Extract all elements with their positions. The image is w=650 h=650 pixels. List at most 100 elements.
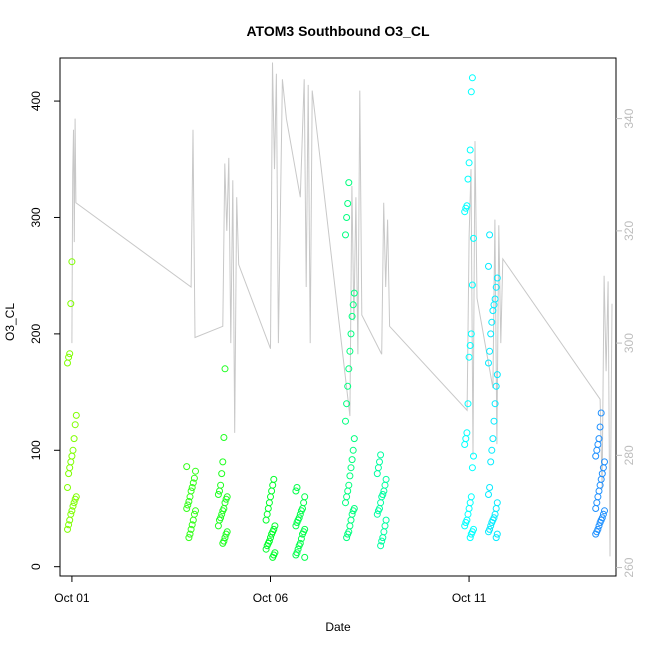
data-point <box>217 481 225 489</box>
data-point <box>468 464 476 472</box>
data-point <box>470 234 477 242</box>
data-point <box>466 342 474 349</box>
data-point <box>294 545 302 553</box>
data-point <box>345 365 353 373</box>
data-point <box>467 493 475 501</box>
data-point <box>301 553 309 561</box>
data-point <box>220 434 228 441</box>
data-point <box>65 521 73 529</box>
data-point <box>268 487 276 495</box>
data-point <box>381 481 389 489</box>
data-point <box>468 74 476 82</box>
data-point <box>377 499 385 507</box>
data-point <box>64 359 71 367</box>
data-point <box>465 505 473 512</box>
data-point <box>594 493 602 501</box>
data-point <box>184 501 192 509</box>
data-point <box>592 505 600 512</box>
data-point <box>349 446 357 454</box>
data-point <box>487 330 495 338</box>
data-point <box>487 458 495 466</box>
data-point <box>491 510 499 518</box>
data-point <box>185 498 193 505</box>
data-point <box>345 481 353 489</box>
data-point <box>595 435 603 443</box>
data-point <box>71 421 79 429</box>
data-point <box>66 464 74 472</box>
data-point <box>377 542 385 550</box>
data-point <box>214 522 222 530</box>
data-point <box>462 435 470 443</box>
data-point <box>461 441 469 448</box>
y-tick-label: 100 <box>29 440 43 460</box>
data-point <box>377 451 385 459</box>
data-point <box>344 487 352 495</box>
y2-tick-label: 300 <box>622 333 636 353</box>
data-point <box>488 446 496 454</box>
data-point <box>596 423 604 431</box>
data-point <box>598 514 606 522</box>
data-point <box>465 353 473 361</box>
data-point <box>271 549 279 557</box>
data-point <box>300 499 308 507</box>
data-point <box>347 464 355 472</box>
data-point <box>349 301 357 309</box>
data-point <box>67 510 75 518</box>
data-point <box>271 522 279 530</box>
data-point <box>470 452 477 460</box>
data-point <box>493 499 501 507</box>
data-point <box>223 528 231 536</box>
data-point <box>221 534 229 542</box>
data-point <box>186 530 194 538</box>
data-point <box>597 475 605 483</box>
chart-title: ATOM3 Southbound O3_CL <box>246 23 429 39</box>
data-point <box>463 429 471 437</box>
y2-tick-label: 340 <box>622 108 636 128</box>
data-point <box>346 522 354 530</box>
data-point <box>466 534 474 542</box>
data-point <box>374 464 382 472</box>
data-point <box>218 510 226 518</box>
data-point <box>486 231 494 239</box>
data-point <box>487 522 495 530</box>
data-point <box>64 484 71 491</box>
data-point <box>267 493 274 501</box>
x-axis-label: Date <box>325 620 351 634</box>
data-point <box>594 525 602 533</box>
data-point <box>382 475 390 483</box>
y-tick-label: 0 <box>29 563 43 570</box>
y2-tick-label: 280 <box>622 445 636 465</box>
data-point <box>214 491 222 498</box>
data-point <box>342 231 349 239</box>
x-tick-label: Oct 06 <box>253 591 289 605</box>
data-point <box>468 281 476 289</box>
data-point <box>344 200 352 207</box>
axes: Oct 01 Oct 06 Oct 11 0 100 200 300 400 260 280 300… <box>29 91 636 605</box>
data-point <box>192 467 199 475</box>
data-point <box>464 510 472 518</box>
data-point <box>492 534 500 542</box>
line-series <box>71 62 613 557</box>
data-point <box>65 353 73 361</box>
data-point <box>486 484 494 491</box>
data-point <box>301 493 309 501</box>
data-point <box>379 534 387 542</box>
data-point <box>492 382 500 390</box>
data-point <box>342 417 349 425</box>
data-point <box>348 510 356 518</box>
data-point <box>217 514 225 522</box>
data-point <box>373 510 381 518</box>
o3-line <box>71 62 613 557</box>
data-point <box>601 458 608 466</box>
data-point <box>493 371 501 379</box>
data-point <box>70 499 78 507</box>
data-point <box>490 417 498 425</box>
data-point <box>464 175 472 183</box>
data-point <box>190 510 198 518</box>
data-point <box>65 470 73 478</box>
data-point <box>461 522 469 530</box>
data-point <box>599 510 607 518</box>
data-point <box>380 487 388 495</box>
data-point <box>295 514 303 522</box>
data-point <box>183 505 191 512</box>
